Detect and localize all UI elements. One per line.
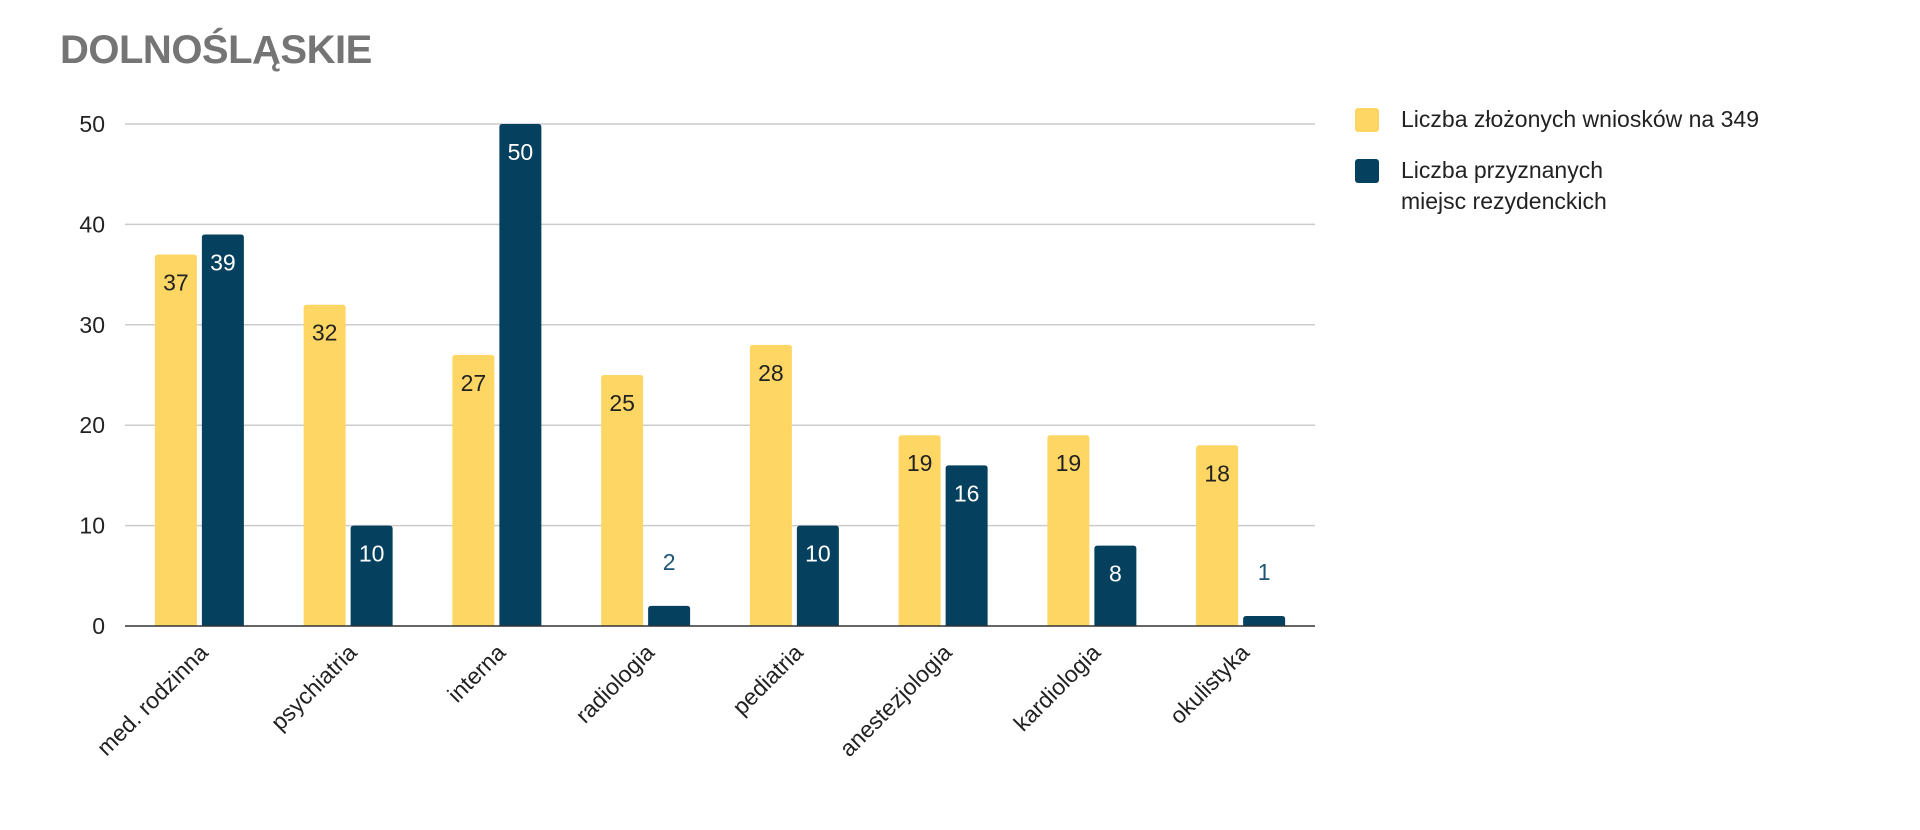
x-category-label: okulistyka bbox=[1164, 639, 1254, 729]
legend-swatch-applications bbox=[1355, 108, 1379, 132]
bar-granted[interactable] bbox=[1094, 545, 1137, 626]
bar-applications[interactable] bbox=[452, 354, 495, 626]
x-category-label: med. rodzinna bbox=[91, 639, 213, 761]
legend-label-granted: Liczba przyznanych miejsc rezydenckich bbox=[1401, 157, 1607, 214]
x-category-label: radiologia bbox=[570, 639, 659, 728]
y-tick-label: 10 bbox=[79, 513, 105, 539]
x-category-label: pediatria bbox=[727, 639, 808, 720]
x-category-label: kardiologia bbox=[1008, 639, 1105, 736]
bar-granted[interactable] bbox=[350, 525, 393, 626]
y-tick-label: 0 bbox=[92, 613, 105, 639]
bar-applications[interactable] bbox=[749, 344, 792, 626]
bar-applications[interactable] bbox=[898, 435, 941, 626]
y-tick-label: 50 bbox=[79, 111, 105, 137]
bar-granted[interactable] bbox=[796, 525, 839, 626]
data-label: 16 bbox=[954, 480, 980, 506]
x-category-label: anestezjologia bbox=[834, 639, 957, 762]
data-label: 8 bbox=[1109, 561, 1122, 587]
bars bbox=[154, 124, 1286, 626]
y-axis-ticks: 0 10 20 30 40 50 bbox=[79, 111, 105, 639]
y-tick-label: 40 bbox=[79, 211, 105, 237]
bar-applications[interactable] bbox=[1196, 445, 1239, 626]
data-label: 50 bbox=[508, 139, 534, 165]
data-label: 39 bbox=[210, 249, 236, 275]
data-labels: 37 39 32 10 27 50 25 2 28 10 19 16 19 8 18 1 bbox=[163, 139, 1270, 587]
bar-granted[interactable] bbox=[648, 605, 691, 626]
legend-item-applications[interactable]: Liczba złożonych wniosków na 349 bbox=[1355, 104, 1835, 135]
bar-applications[interactable] bbox=[154, 254, 197, 626]
x-category-label: interna bbox=[442, 639, 510, 707]
chart-title: DOLNOŚLĄSKIE bbox=[60, 28, 372, 72]
data-label: 25 bbox=[609, 390, 635, 416]
data-label: 19 bbox=[907, 450, 933, 476]
bar-applications[interactable] bbox=[1047, 435, 1090, 626]
data-label: 37 bbox=[163, 270, 189, 296]
data-label: 32 bbox=[312, 320, 338, 346]
bar-granted[interactable] bbox=[499, 124, 542, 626]
bar-applications[interactable] bbox=[601, 375, 644, 626]
data-label: 19 bbox=[1056, 450, 1082, 476]
legend-swatch-granted bbox=[1355, 159, 1379, 183]
legend: Liczba złożonych wniosków na 349 Liczba … bbox=[1355, 104, 1835, 237]
data-label: 10 bbox=[805, 541, 831, 567]
gridlines bbox=[125, 123, 1315, 527]
data-label: 27 bbox=[461, 370, 487, 396]
data-label: 2 bbox=[663, 549, 676, 575]
y-tick-label: 20 bbox=[79, 412, 105, 438]
legend-item-granted[interactable]: Liczba przyznanych miejsc rezydenckich bbox=[1355, 155, 1835, 217]
bar-applications[interactable] bbox=[303, 304, 346, 626]
data-label: 10 bbox=[359, 541, 385, 567]
legend-label-applications: Liczba złożonych wniosków na 349 bbox=[1401, 106, 1759, 132]
bar-granted[interactable] bbox=[945, 465, 988, 626]
y-tick-label: 30 bbox=[79, 312, 105, 338]
x-axis-categories: med. rodzinna psychiatria interna radiologi… bbox=[91, 639, 1254, 762]
bar-granted[interactable] bbox=[1243, 615, 1286, 626]
data-label: 28 bbox=[758, 360, 784, 386]
bar-granted[interactable] bbox=[201, 234, 244, 626]
x-category-label: psychiatria bbox=[266, 639, 362, 735]
data-label: 1 bbox=[1258, 559, 1271, 585]
data-label: 18 bbox=[1204, 460, 1230, 486]
